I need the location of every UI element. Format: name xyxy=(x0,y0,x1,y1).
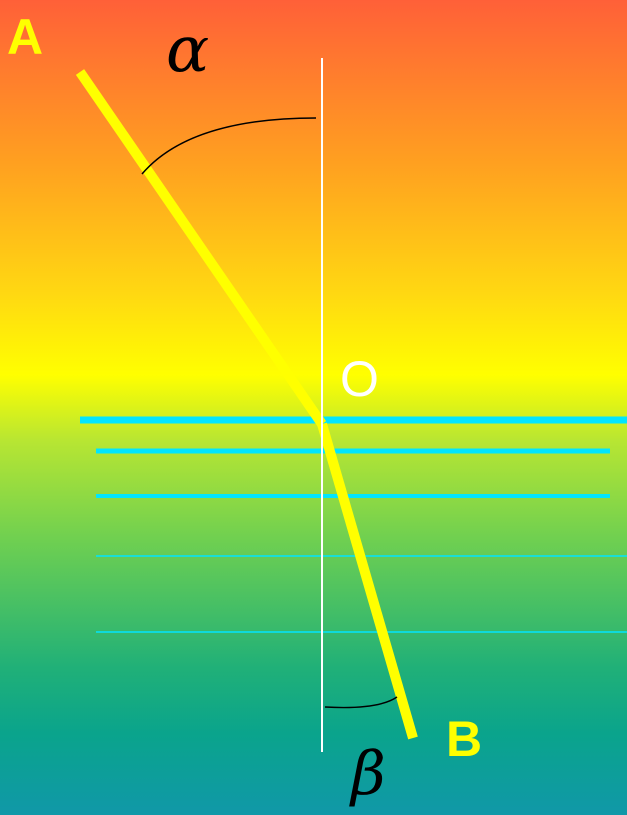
point-o-label: O xyxy=(340,351,379,407)
angle-beta-label: β xyxy=(351,739,386,809)
incident-ray xyxy=(75,69,327,427)
angle-alpha-label: α xyxy=(166,13,210,87)
point-b-label: B xyxy=(446,711,483,767)
angle-beta-arc xyxy=(324,696,398,709)
point-a-label: A xyxy=(7,9,44,65)
angle-alpha-arc xyxy=(141,117,317,175)
refracted-ray xyxy=(317,422,418,740)
